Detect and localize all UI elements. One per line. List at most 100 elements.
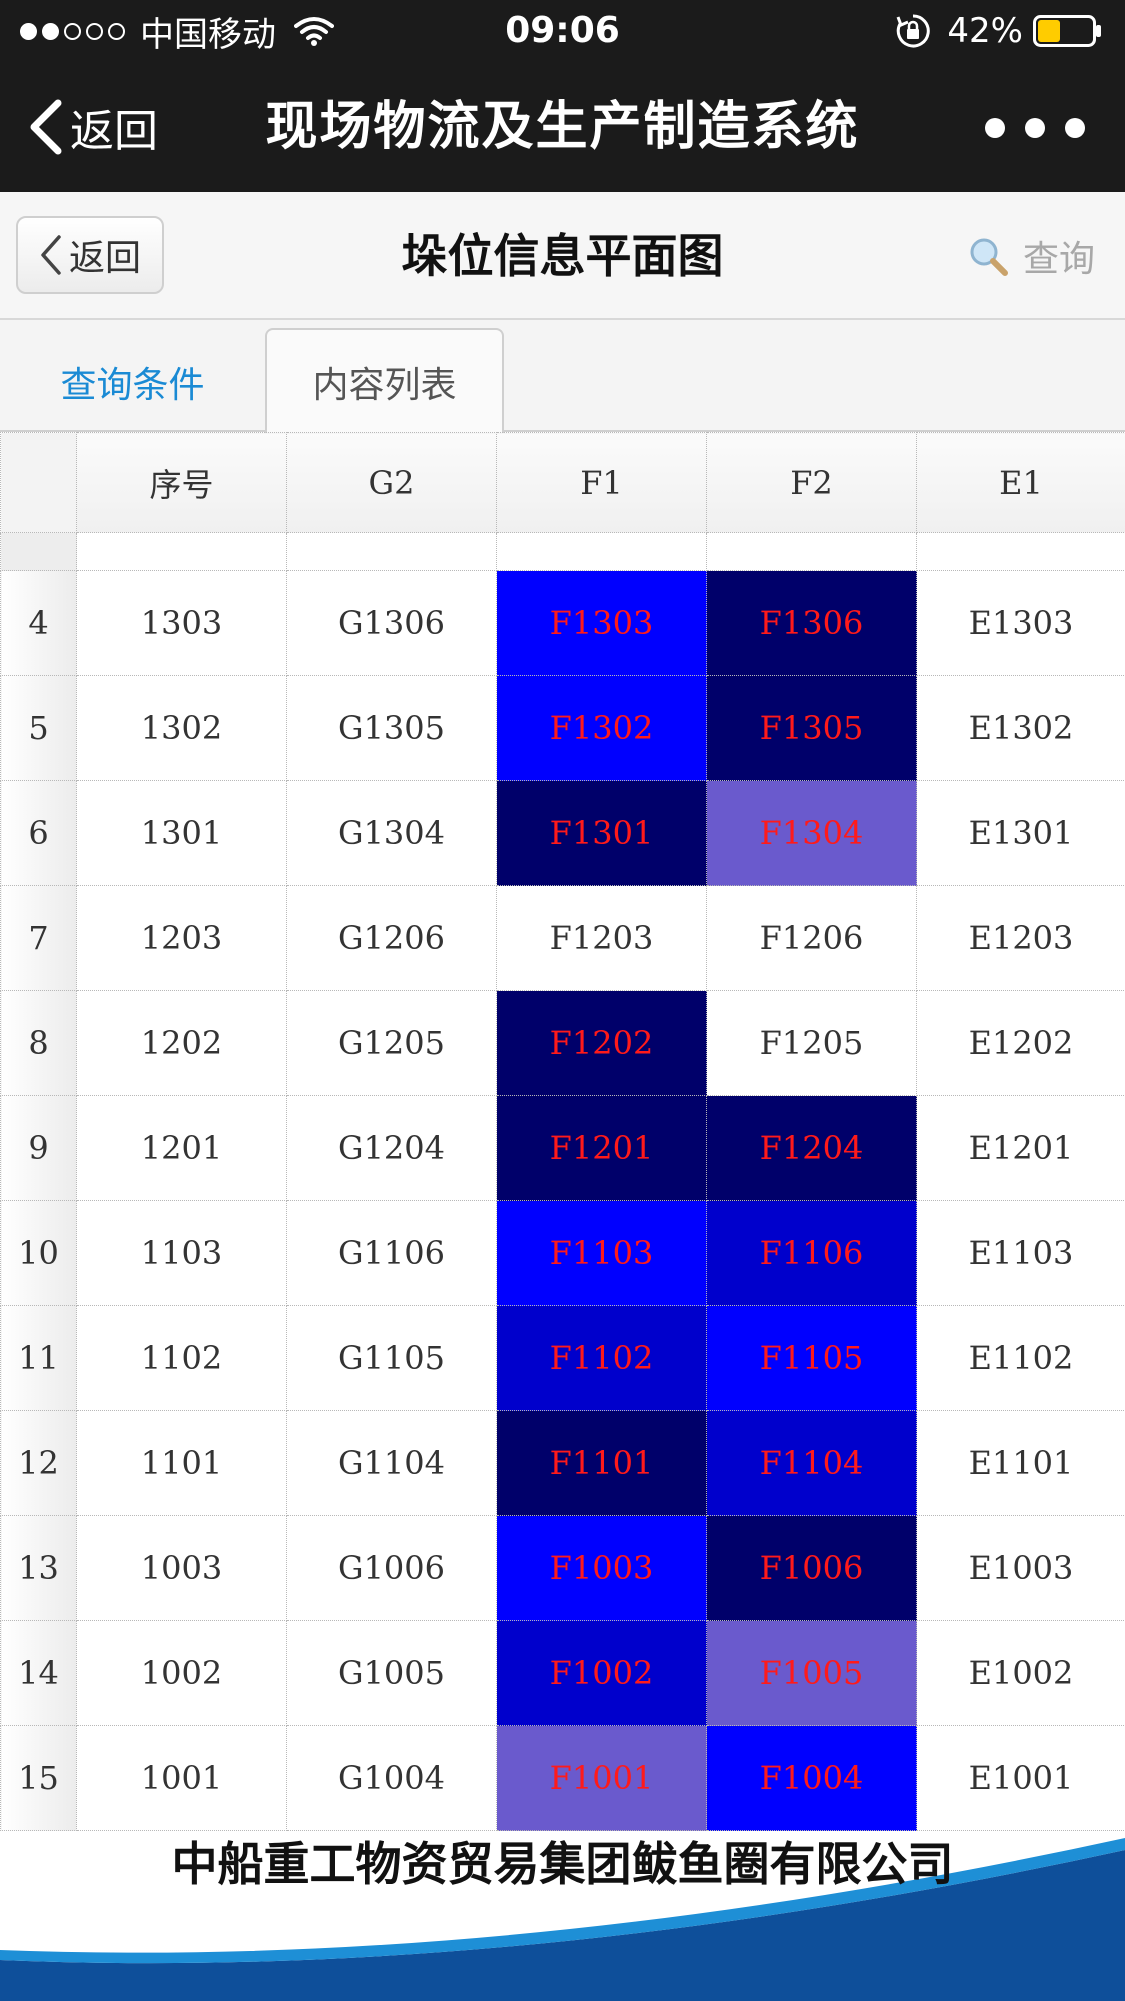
table-row[interactable]: 10 1103 G1106 F1103 F1106 E1103 [0, 1200, 1125, 1306]
cell-e1[interactable]: E1201 [916, 1095, 1125, 1201]
cell-e1[interactable]: E1303 [916, 570, 1125, 676]
cell-e1[interactable]: E1101 [916, 1410, 1125, 1516]
cell-seq[interactable]: 1303 [76, 570, 287, 676]
cell-f1[interactable]: F1301 [496, 780, 707, 886]
cell-f1[interactable]: F1202 [496, 990, 707, 1096]
cell-f2[interactable]: F1106 [706, 1200, 917, 1306]
nav-back-button[interactable]: 返回 [28, 92, 158, 162]
cell-g2[interactable]: G1004 [286, 1725, 497, 1831]
wifi-icon [294, 17, 334, 46]
cell-seq[interactable]: 1203 [76, 885, 287, 991]
cell-seq[interactable]: 1301 [76, 780, 287, 886]
cell-g2[interactable]: G1006 [286, 1515, 497, 1621]
cell-e1[interactable]: E1102 [916, 1305, 1125, 1411]
more-dots-icon[interactable] [985, 116, 1085, 140]
cell-f2[interactable]: F1006 [706, 1515, 917, 1621]
cell-f2[interactable]: F1004 [706, 1725, 917, 1831]
cell-f1[interactable]: F1103 [496, 1200, 707, 1306]
footer-wave [0, 1838, 1125, 2001]
tab-query-conditions[interactable]: 查询条件 [60, 365, 205, 406]
cell-e1[interactable]: E1001 [916, 1725, 1125, 1831]
table-row[interactable]: 12 1101 G1104 F1101 F1104 E1101 [0, 1410, 1125, 1516]
row-index: 11 [0, 1305, 77, 1411]
cell-seq[interactable]: 1002 [76, 1620, 287, 1726]
cell-e1[interactable]: E1103 [916, 1200, 1125, 1306]
table-row[interactable]: 13 1003 G1006 F1003 F1006 E1003 [0, 1515, 1125, 1621]
table-row[interactable]: 9 1201 G1204 F1201 F1204 E1201 [0, 1095, 1125, 1201]
search-button[interactable]: 查询 [967, 226, 1095, 286]
cell-f1[interactable]: F1303 [496, 570, 707, 676]
cell-seq[interactable]: 1102 [76, 1305, 287, 1411]
cell-f2[interactable]: F1104 [706, 1410, 917, 1516]
cell-g2[interactable]: G1205 [286, 990, 497, 1096]
cell-f1[interactable]: F1101 [496, 1410, 707, 1516]
cell-f1[interactable]: F1302 [496, 675, 707, 781]
page-back-button[interactable]: 返回 [16, 216, 164, 294]
cell-f1[interactable]: F1001 [496, 1725, 707, 1831]
cell-seq[interactable]: 1302 [76, 675, 287, 781]
cell-f2[interactable]: F1306 [706, 570, 917, 676]
table-row[interactable]: 4 1303 G1306 F1303 F1306 E1303 [0, 570, 1125, 676]
row-index: 9 [0, 1095, 77, 1201]
rotation-lock-icon [897, 14, 931, 48]
cell-g2[interactable]: G1104 [286, 1410, 497, 1516]
cell-seq[interactable]: 1003 [76, 1515, 287, 1621]
table-header-row: 序号 G2 F1 F2 E1 [0, 432, 1125, 533]
cell-f2[interactable]: F1005 [706, 1620, 917, 1726]
table-row[interactable]: 5 1302 G1305 F1302 F1305 E1302 [0, 675, 1125, 781]
cell-seq[interactable]: 1201 [76, 1095, 287, 1201]
cell-e1[interactable]: E1301 [916, 780, 1125, 886]
cell-g2[interactable]: G1206 [286, 885, 497, 991]
table-row[interactable]: 15 1001 G1004 F1001 F1004 E1001 [0, 1725, 1125, 1831]
table-row[interactable]: 11 1102 G1105 F1102 F1105 E1102 [0, 1305, 1125, 1411]
cell-f2[interactable]: F1205 [706, 990, 917, 1096]
cell-e1[interactable]: E1002 [916, 1620, 1125, 1726]
magnifier-icon [970, 238, 1008, 276]
cell-f2[interactable]: F1105 [706, 1305, 917, 1411]
cell-g2[interactable]: G1305 [286, 675, 497, 781]
page-back-label: 返回 [68, 238, 141, 279]
cell-seq[interactable]: 1001 [76, 1725, 287, 1831]
cell-g2[interactable]: G1304 [286, 780, 497, 886]
nav-back-label: 返回 [70, 106, 158, 157]
table-row[interactable]: 6 1301 G1304 F1301 F1304 E1301 [0, 780, 1125, 886]
cell-f1[interactable]: F1102 [496, 1305, 707, 1411]
header-f2: F2 [706, 432, 917, 533]
header-index [0, 432, 77, 533]
row-index: 7 [0, 885, 77, 991]
cell-g2[interactable]: G1306 [286, 570, 497, 676]
cell-f1[interactable]: F1003 [496, 1515, 707, 1621]
table-spacer-row [0, 532, 1125, 571]
cell-f1[interactable]: F1201 [496, 1095, 707, 1201]
tab-bar: 查询条件 内容列表 [0, 320, 1125, 434]
cell-seq[interactable]: 1202 [76, 990, 287, 1096]
cell-g2[interactable]: G1204 [286, 1095, 497, 1201]
status-time: 09:06 [505, 10, 620, 51]
cell-f2[interactable]: F1304 [706, 780, 917, 886]
cell-g2[interactable]: G1106 [286, 1200, 497, 1306]
cell-seq[interactable]: 1101 [76, 1410, 287, 1516]
cell-g2[interactable]: G1005 [286, 1620, 497, 1726]
row-index: 4 [0, 570, 77, 676]
cell-f2[interactable]: F1206 [706, 885, 917, 991]
tab-content-list[interactable]: 内容列表 [265, 328, 504, 434]
cell-f2[interactable]: F1204 [706, 1095, 917, 1201]
cell-seq[interactable]: 1103 [76, 1200, 287, 1306]
cell-e1[interactable]: E1202 [916, 990, 1125, 1096]
data-table: 序号 G2 F1 F2 E1 4 1303 G1306 F1303 F1306 E1303… [0, 432, 1125, 1831]
cell-e1[interactable]: E1203 [916, 885, 1125, 991]
cell-f2[interactable]: F1305 [706, 675, 917, 781]
cell-f1[interactable]: F1203 [496, 885, 707, 991]
cell-e1[interactable]: E1003 [916, 1515, 1125, 1621]
cell-g2[interactable]: G1105 [286, 1305, 497, 1411]
cell-e1[interactable]: E1302 [916, 675, 1125, 781]
table-row[interactable]: 8 1202 G1205 F1202 F1205 E1202 [0, 990, 1125, 1096]
cell-f1[interactable]: F1002 [496, 1620, 707, 1726]
status-right: 42% [895, 8, 1103, 54]
row-index: 5 [0, 675, 77, 781]
header-f1: F1 [496, 432, 707, 533]
chevron-left-icon [41, 235, 61, 275]
table-row[interactable]: 14 1002 G1005 F1002 F1005 E1002 [0, 1620, 1125, 1726]
table-row[interactable]: 7 1203 G1206 F1203 F1206 E1203 [0, 885, 1125, 991]
row-index: 10 [0, 1200, 77, 1306]
